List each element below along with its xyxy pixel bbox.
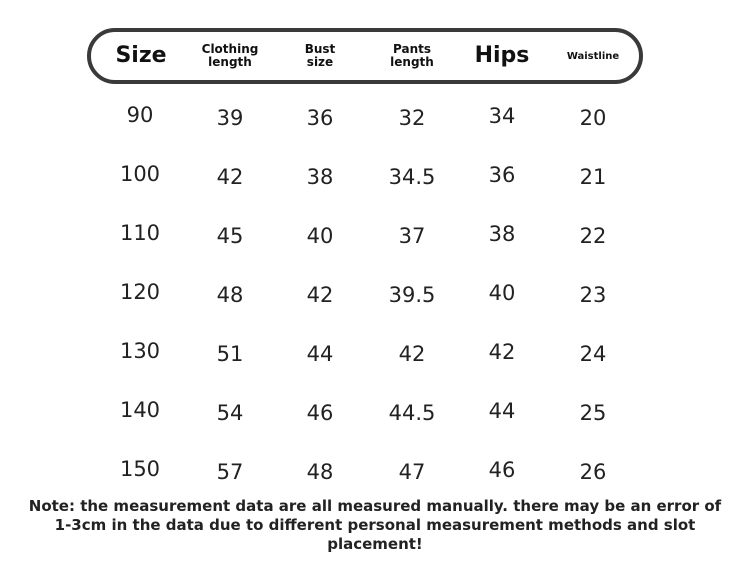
header-hips: Hips: [474, 42, 530, 68]
table-cell-hips: 38: [488, 222, 516, 246]
table-cell-bust-size: 46: [306, 401, 334, 425]
table-cell-hips: 34: [488, 104, 516, 128]
measurement-note: Note: the measurement data are all measu…: [28, 497, 722, 553]
header-clothing-length-line1: Clothing: [201, 41, 259, 56]
table-cell-bust-size: 38: [306, 165, 334, 189]
header-clothing-length: Clothing length: [185, 28, 275, 84]
table-cell-hips: 40: [488, 281, 516, 305]
header-pants-length: Pants length: [367, 28, 457, 84]
table-cell-hips: 36: [488, 163, 516, 187]
header-bust-size-line2: size: [306, 55, 334, 69]
header-pants-length-line1: Pants: [393, 41, 431, 56]
table-cell-hips: 42: [488, 340, 516, 364]
table-cell-clothing-length: 54: [216, 401, 244, 425]
table-cell-size: 90: [126, 103, 154, 127]
header-waistline: Waistline: [566, 50, 620, 62]
table-cell-clothing-length: 42: [216, 165, 244, 189]
table-cell-bust-size: 44: [306, 342, 334, 366]
table-cell-size: 120: [119, 280, 161, 304]
table-cell-bust-size: 36: [306, 106, 334, 130]
table-cell-bust-size: 42: [306, 283, 334, 307]
header-bust-size-line1: Bust: [304, 41, 336, 56]
table-cell-clothing-length: 48: [216, 283, 244, 307]
header-pants-length-line2: length: [390, 55, 434, 69]
table-cell-clothing-length: 45: [216, 224, 244, 248]
table-cell-pants-length: 42: [398, 342, 426, 366]
table-cell-waistline: 21: [579, 165, 607, 189]
table-cell-size: 110: [119, 221, 161, 245]
table-cell-pants-length: 37: [398, 224, 426, 248]
table-cell-size: 130: [119, 339, 161, 363]
table-cell-waistline: 20: [579, 106, 607, 130]
table-cell-pants-length: 47: [398, 460, 426, 484]
table-cell-waistline: 23: [579, 283, 607, 307]
table-cell-bust-size: 48: [306, 460, 334, 484]
table-cell-waistline: 22: [579, 224, 607, 248]
table-cell-size: 100: [119, 162, 161, 186]
table-cell-size: 140: [119, 398, 161, 422]
table-cell-pants-length: 44.5: [388, 401, 436, 425]
table-header-frame: [87, 28, 643, 84]
header-size: Size: [115, 42, 167, 68]
table-cell-pants-length: 32: [398, 106, 426, 130]
table-cell-pants-length: 34.5: [388, 165, 436, 189]
table-cell-clothing-length: 57: [216, 460, 244, 484]
table-cell-waistline: 25: [579, 401, 607, 425]
table-cell-waistline: 26: [579, 460, 607, 484]
table-cell-waistline: 24: [579, 342, 607, 366]
table-cell-clothing-length: 51: [216, 342, 244, 366]
table-cell-hips: 44: [488, 399, 516, 423]
table-cell-hips: 46: [488, 458, 516, 482]
header-clothing-length-line2: length: [208, 55, 252, 69]
table-cell-pants-length: 39.5: [388, 283, 436, 307]
table-cell-clothing-length: 39: [216, 106, 244, 130]
header-bust-size: Bust size: [275, 28, 365, 84]
table-cell-size: 150: [119, 457, 161, 481]
table-cell-bust-size: 40: [306, 224, 334, 248]
